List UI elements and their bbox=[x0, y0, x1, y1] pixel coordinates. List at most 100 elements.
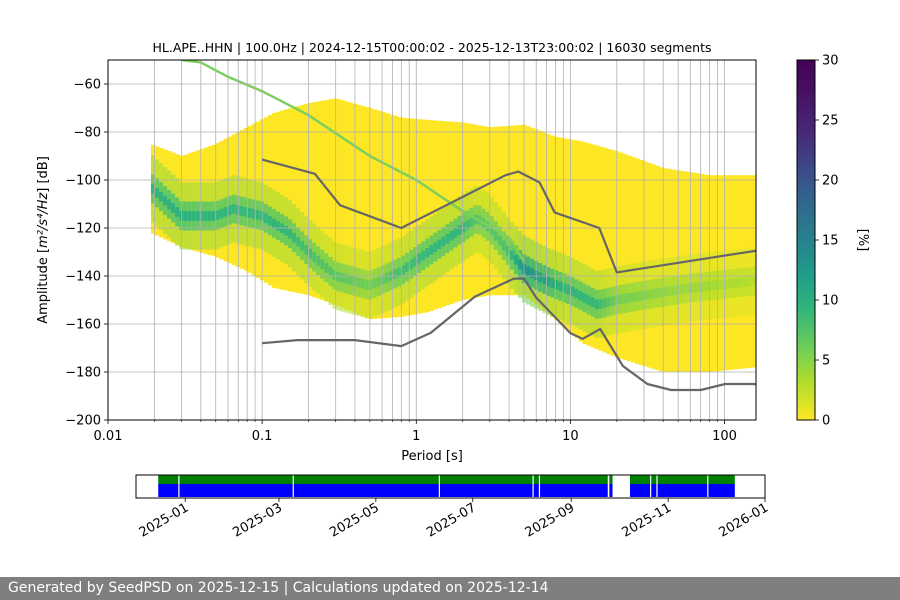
psd-density-core bbox=[610, 296, 616, 306]
psd-density-core bbox=[211, 211, 217, 221]
psd-density-core bbox=[526, 266, 531, 276]
psd-density-core bbox=[296, 236, 301, 247]
psd-envelope-column bbox=[304, 103, 309, 295]
psd-density-core bbox=[723, 279, 729, 289]
psd-envelope-column bbox=[622, 154, 628, 361]
psd-density-core bbox=[324, 263, 330, 273]
psd-density-core bbox=[530, 268, 535, 278]
psd-density-core bbox=[618, 294, 624, 305]
psd-density-core bbox=[538, 272, 543, 283]
colorbar-label: [%] bbox=[855, 229, 870, 252]
y-axis-label-suffix: ] [dB] bbox=[36, 156, 51, 193]
psd-density-core bbox=[513, 255, 519, 265]
colorbar bbox=[796, 59, 816, 421]
psd-density-core bbox=[570, 286, 576, 297]
colorbar-tick-label: 25 bbox=[822, 114, 839, 129]
psd-envelope-column bbox=[626, 155, 632, 362]
data-interval-bar bbox=[629, 475, 735, 484]
psd-density-core bbox=[247, 208, 253, 218]
psd-density-core bbox=[243, 207, 249, 217]
psd-density-core bbox=[747, 276, 753, 287]
psd-envelope-column bbox=[372, 109, 378, 319]
y-tick-label: −180 bbox=[65, 366, 101, 381]
psd-envelope-column bbox=[324, 100, 330, 302]
y-tick-label: −160 bbox=[65, 318, 101, 333]
psd-envelope-column bbox=[550, 135, 555, 317]
psd-envelope-column bbox=[558, 137, 563, 324]
timeline-tick-label: 2025-11 bbox=[620, 500, 675, 540]
timeline-tick-label: 2025-01 bbox=[137, 500, 192, 540]
colorbar-tick-label: 5 bbox=[822, 354, 830, 369]
psd-density-core bbox=[655, 288, 660, 298]
psd-density-core bbox=[441, 236, 447, 247]
psd-density-core bbox=[292, 232, 297, 243]
psd-density-core bbox=[397, 267, 402, 278]
y-axis-label: Amplitude [m²/s⁴/Hz] [dB] bbox=[36, 156, 51, 324]
psd-density-core bbox=[594, 299, 600, 310]
data-interval-bar bbox=[158, 475, 608, 484]
psd-density-core bbox=[288, 228, 293, 239]
colorbar-tick-label: 30 bbox=[822, 54, 839, 69]
psd-density-core bbox=[267, 216, 273, 226]
timeline-tick-label: 2025-05 bbox=[327, 500, 382, 540]
psd-density-core bbox=[630, 292, 636, 302]
psd-density-core bbox=[312, 252, 317, 262]
psd-density-core bbox=[328, 266, 334, 277]
nhnm-line bbox=[261, 158, 756, 274]
psd-density-core bbox=[719, 279, 725, 290]
psd-envelope-column bbox=[296, 106, 301, 294]
psd-envelope-column bbox=[562, 138, 568, 328]
psd-density-core bbox=[731, 278, 737, 289]
psd-density-core bbox=[284, 226, 289, 236]
x-tick-label: 0.1 bbox=[252, 429, 273, 444]
psd-density-core bbox=[582, 293, 588, 303]
psd-density-core bbox=[401, 265, 406, 275]
psd-density-core bbox=[348, 275, 354, 285]
psd-density-core bbox=[622, 293, 628, 304]
chart-title: HL.APE..HHN | 100.0Hz | 2024-12-15T00:00… bbox=[152, 40, 711, 55]
psd-envelope-column bbox=[578, 141, 584, 342]
psd-density-core bbox=[251, 209, 257, 219]
plot-axes: 0.01 0.1 1 10 100 −60 −80 −100 −120 −140 −160 −180 −… bbox=[65, 78, 737, 445]
psd-envelope-column bbox=[546, 134, 551, 314]
y-axis-label-math: m²/s⁴/Hz bbox=[36, 192, 51, 248]
data-interval-bar bbox=[609, 475, 613, 484]
psd-density-core bbox=[437, 239, 442, 250]
psd-envelope-column bbox=[518, 125, 523, 296]
psd-density-core bbox=[215, 210, 221, 221]
plot-frame bbox=[107, 59, 757, 421]
colorbar-tick-label: 15 bbox=[822, 234, 839, 249]
psd-density-core bbox=[372, 278, 378, 289]
psd-density-core bbox=[167, 199, 172, 210]
psd-density-core bbox=[542, 274, 547, 285]
psd-density-core bbox=[493, 230, 499, 241]
psd-envelope-column bbox=[630, 157, 636, 363]
psd-envelope-column bbox=[409, 118, 414, 316]
psd-density-core bbox=[413, 256, 418, 267]
psd-envelope-column bbox=[364, 107, 370, 318]
psd-envelope-column bbox=[634, 158, 640, 364]
psd-density-core bbox=[368, 280, 374, 290]
psd-density-core bbox=[449, 231, 455, 241]
psd-envelope-column bbox=[413, 118, 418, 315]
psd-envelope-column bbox=[509, 125, 515, 296]
psd-density-core bbox=[364, 279, 370, 290]
psd-envelope-column bbox=[405, 118, 410, 316]
psd-density-core bbox=[643, 290, 648, 300]
psd-envelope-column bbox=[401, 117, 406, 317]
psd-envelope-column bbox=[292, 107, 297, 293]
psd-density-core bbox=[445, 233, 451, 244]
psd-interval-bar bbox=[609, 484, 613, 497]
y-tick-label: −140 bbox=[65, 270, 101, 285]
psd-heatmap bbox=[150, 60, 756, 372]
psd-density-core bbox=[316, 255, 321, 266]
psd-density-core bbox=[384, 272, 390, 283]
x-tick-label: 10 bbox=[562, 429, 579, 444]
psd-envelope-column bbox=[566, 139, 572, 331]
psd-envelope-column bbox=[602, 147, 608, 353]
psd-density-core bbox=[159, 191, 164, 202]
psd-density-core bbox=[421, 250, 426, 261]
psd-density-core bbox=[651, 288, 656, 299]
psd-density-core bbox=[255, 210, 261, 220]
psd-density-core bbox=[683, 283, 689, 294]
